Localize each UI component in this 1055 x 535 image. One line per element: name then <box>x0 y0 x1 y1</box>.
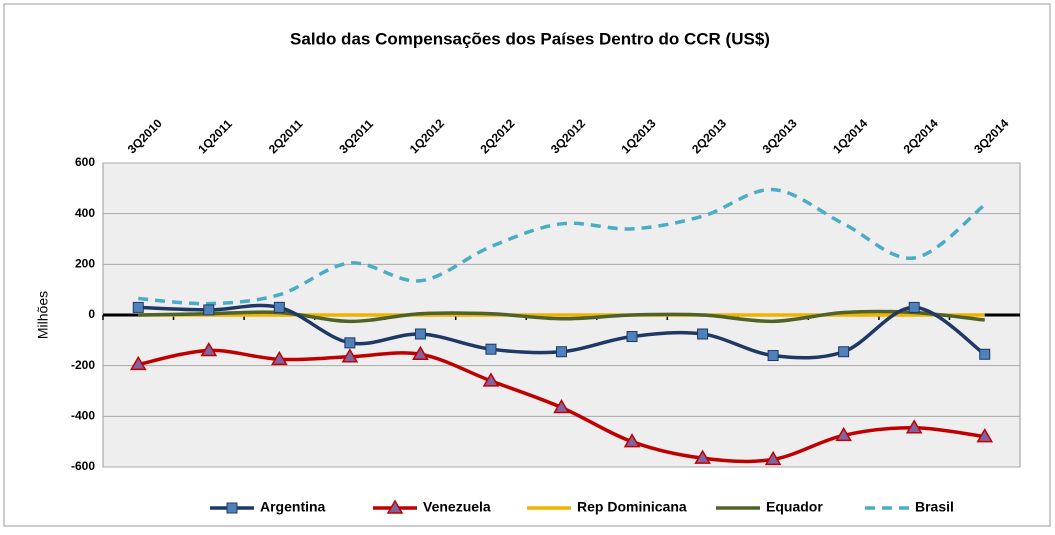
y-tick-label: 200 <box>75 257 95 271</box>
marker <box>412 345 429 361</box>
marker <box>905 419 923 434</box>
marker <box>556 346 567 358</box>
marker <box>386 499 404 514</box>
marker <box>200 341 218 357</box>
series-line <box>138 187 986 306</box>
marker <box>976 428 994 443</box>
marker <box>697 328 709 340</box>
marker <box>626 331 638 343</box>
marker <box>482 372 500 387</box>
marker <box>908 301 920 313</box>
marker <box>979 348 991 360</box>
marker <box>132 301 144 313</box>
y-tick-label: -600 <box>71 459 95 473</box>
marker <box>553 398 570 414</box>
legend-label: Rep Dominicana <box>577 499 687 515</box>
marker <box>226 502 238 514</box>
y-tick-label: 600 <box>75 155 95 169</box>
legend-label: Argentina <box>260 499 326 515</box>
marker <box>694 449 711 464</box>
marker <box>129 355 147 371</box>
legend-label: Equador <box>766 499 823 515</box>
chart-title: Saldo das Compensações dos Países Dentro… <box>290 29 770 48</box>
marker <box>485 343 497 355</box>
marker <box>623 433 641 448</box>
y-tick-label: 400 <box>75 206 95 220</box>
y-tick-label: -200 <box>71 358 95 372</box>
marker <box>271 350 288 366</box>
y-axis-label: Milhões <box>35 291 51 339</box>
marker <box>838 346 850 358</box>
marker <box>273 301 285 313</box>
marker <box>764 450 782 466</box>
y-tick-label: 0 <box>88 307 95 321</box>
marker <box>414 328 426 340</box>
marker <box>203 304 215 316</box>
marker <box>344 337 356 349</box>
y-tick-label: -400 <box>71 409 95 423</box>
legend-label: Brasil <box>915 499 954 515</box>
marker <box>341 348 359 363</box>
marker <box>767 350 779 362</box>
legend-label: Venezuela <box>423 499 491 515</box>
marker <box>835 426 852 442</box>
